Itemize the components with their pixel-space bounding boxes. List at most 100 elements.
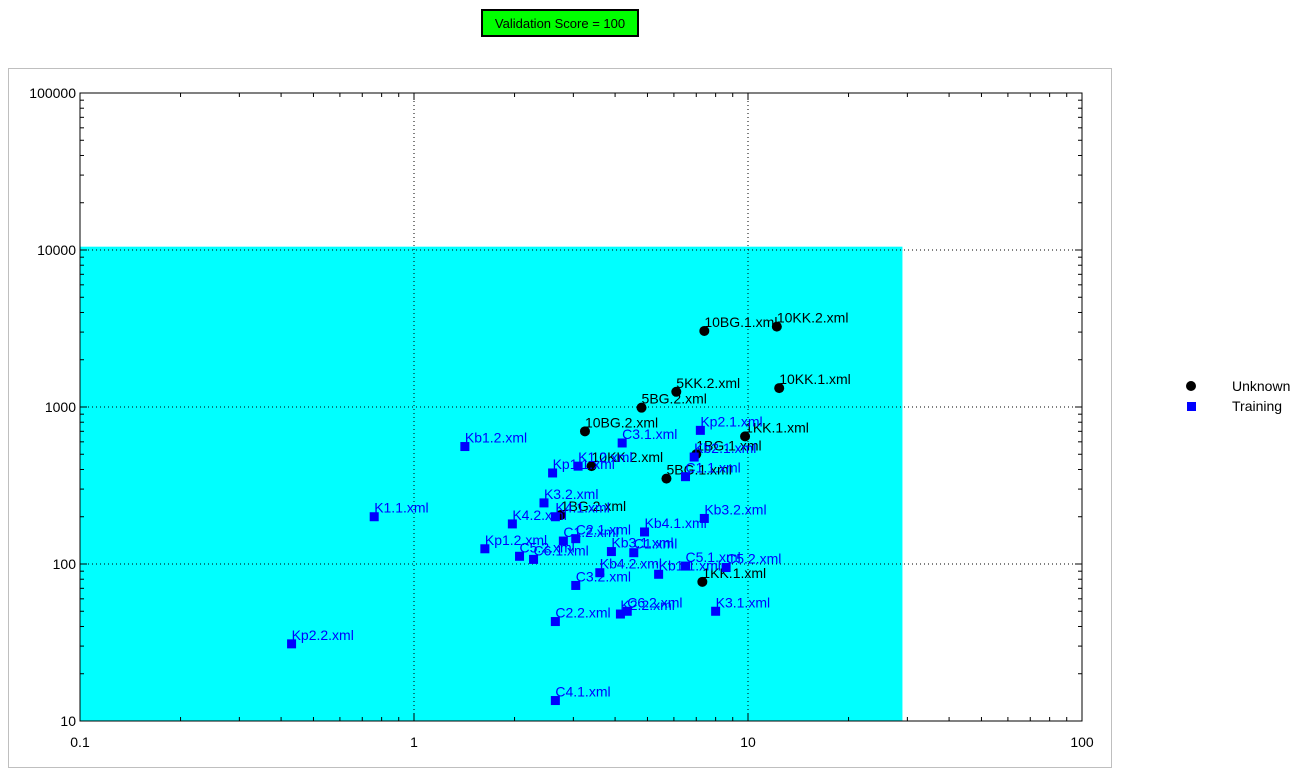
data-point-label: 5KK.2.xml bbox=[676, 375, 740, 391]
x-tick-label: 100 bbox=[1070, 734, 1094, 750]
axis-ticks bbox=[79, 93, 1082, 722]
data-point bbox=[721, 562, 731, 572]
x-tick-label: 1 bbox=[410, 734, 418, 750]
data-point-label: 1KK.1.xml bbox=[745, 419, 809, 435]
data-point bbox=[654, 569, 664, 579]
data-point-label: Kb2.1.xml bbox=[694, 440, 756, 456]
data-point bbox=[771, 321, 782, 332]
data-point-label: Kb1.1.xml bbox=[659, 557, 721, 573]
data-point-label: 10KK.2.xml bbox=[777, 310, 849, 326]
data-point-label: C3.1.xml bbox=[622, 426, 677, 442]
data-point-label: C5.2.xml bbox=[726, 550, 781, 566]
data-point bbox=[617, 438, 627, 448]
data-point-label: Kp2.1.xml bbox=[700, 413, 762, 429]
shaded-region bbox=[80, 246, 903, 721]
data-point-label: C1.1.xml bbox=[686, 460, 741, 476]
data-point-label: C4.1.xml bbox=[555, 684, 610, 700]
data-point bbox=[695, 425, 705, 435]
data-point bbox=[606, 547, 616, 557]
data-point-label: Kb4.2.xml bbox=[600, 556, 662, 572]
data-point bbox=[529, 554, 539, 564]
y-tick-label: 10000 bbox=[37, 242, 76, 258]
data-point bbox=[586, 461, 597, 472]
x-tick-label: 10 bbox=[740, 734, 756, 750]
y-tick-label: 10 bbox=[60, 713, 76, 729]
data-point bbox=[287, 639, 297, 649]
data-point-label: 10BG.2.xml bbox=[585, 414, 658, 430]
data-point-label: C2.1.xml bbox=[576, 522, 631, 538]
data-point bbox=[699, 513, 709, 523]
y-tick-label: 100 bbox=[53, 556, 77, 572]
y-tick-label: 1000 bbox=[45, 399, 76, 415]
data-point-label: Kb3.1.xml bbox=[611, 535, 673, 551]
data-point-label: C3.2.xml bbox=[576, 568, 631, 584]
data-point-label: Kp1.1.xml bbox=[553, 456, 615, 472]
data-point bbox=[550, 617, 560, 627]
legend-item-training: Training bbox=[1184, 396, 1290, 416]
data-point-label: K1.2.xml bbox=[578, 449, 632, 465]
data-point bbox=[774, 383, 785, 394]
data-point-label: C6.2.xml bbox=[627, 594, 682, 610]
data-point-label: K4.1.xml bbox=[555, 500, 609, 516]
data-point-label: 10KK.1.xml bbox=[779, 371, 851, 387]
data-point bbox=[629, 548, 639, 558]
data-point bbox=[369, 512, 379, 522]
data-point-label: C6.1.xml bbox=[534, 542, 589, 558]
data-point bbox=[699, 325, 710, 336]
data-point bbox=[661, 473, 672, 484]
data-point-label: Kb3.2.xml bbox=[704, 501, 766, 517]
data-point bbox=[550, 696, 560, 706]
data-point bbox=[671, 386, 682, 397]
data-point-label: Kp1.2.xml bbox=[485, 532, 547, 548]
data-point-label: Kp2.2.xml bbox=[292, 627, 354, 643]
data-point-label: 1BG.1.xml bbox=[696, 437, 761, 453]
series-training: Kb1.2.xml K1.1.xml Kp2.2.xml C4.1.xml C3.1.x… bbox=[287, 413, 781, 706]
data-point bbox=[550, 512, 560, 522]
data-point bbox=[507, 519, 517, 529]
legend: Unknown Training bbox=[1184, 376, 1290, 416]
data-point bbox=[480, 544, 490, 554]
data-point-label: C1.xml bbox=[634, 536, 678, 552]
data-point-label: C2.2.xml bbox=[555, 605, 610, 621]
data-point bbox=[640, 527, 650, 537]
data-point bbox=[558, 536, 568, 546]
data-point-label: K1.1.xml bbox=[374, 500, 428, 516]
data-point bbox=[571, 534, 581, 544]
data-point-label: 1BG.2.xml bbox=[561, 498, 626, 514]
data-point bbox=[548, 468, 558, 478]
data-point-label: K3.2.xml bbox=[544, 486, 598, 502]
data-point-label: K3.1.xml bbox=[716, 594, 770, 610]
data-point bbox=[697, 576, 708, 587]
data-point bbox=[681, 472, 691, 482]
data-point-label: 1KK.1.xml bbox=[702, 565, 766, 581]
data-point bbox=[711, 606, 721, 616]
data-point bbox=[515, 551, 525, 561]
data-point bbox=[622, 606, 632, 616]
data-point-label: K2.2.xml bbox=[620, 597, 674, 613]
data-point bbox=[636, 402, 647, 413]
data-point-label: 10KK.2.xml bbox=[592, 449, 664, 465]
data-point bbox=[579, 426, 590, 437]
legend-training-label: Training bbox=[1232, 398, 1283, 414]
legend-item-unknown: Unknown bbox=[1184, 376, 1290, 396]
data-point bbox=[740, 431, 751, 442]
data-point-label: 10BG.1.xml bbox=[704, 314, 777, 330]
data-point bbox=[595, 568, 605, 578]
data-point bbox=[573, 461, 583, 471]
data-point-label: C5.1.xml bbox=[686, 549, 741, 565]
data-point-label: Kb4.1.xml bbox=[645, 515, 707, 531]
data-point bbox=[539, 498, 549, 508]
validation-score-text: Validation Score = 100 bbox=[494, 15, 626, 31]
grid-lines bbox=[80, 93, 1082, 721]
series-unknown: 10BG.1.xml 10KK.2.xml10KK.1.xml5KK.2.xml5… bbox=[555, 310, 851, 587]
validation-score-badge: Validation Score = 100 bbox=[481, 9, 639, 37]
data-point-label: Kb1.2.xml bbox=[465, 430, 527, 446]
legend-unknown-marker-icon bbox=[1186, 381, 1196, 391]
data-point bbox=[689, 452, 699, 462]
data-point bbox=[615, 609, 625, 619]
data-point-label: 5BG.2.xml bbox=[642, 391, 707, 407]
legend-training-marker-icon bbox=[1186, 401, 1196, 411]
data-point-label: K4.2.xml bbox=[512, 507, 566, 523]
data-point-label: C5.2.xml bbox=[520, 539, 575, 555]
y-tick-label: 100000 bbox=[29, 85, 76, 101]
